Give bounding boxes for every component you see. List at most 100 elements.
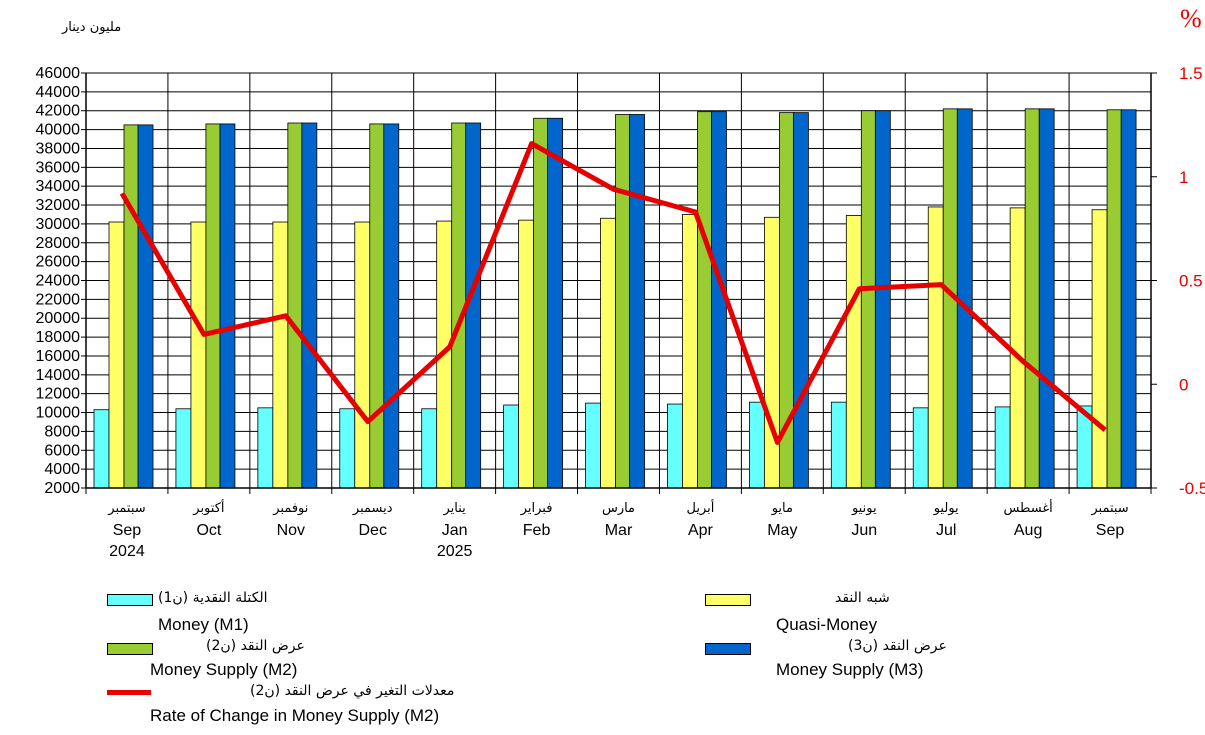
- bar: [369, 123, 386, 489]
- y-right-tick-label: 0.5: [1179, 272, 1203, 291]
- x-category-label-en: Apr: [688, 522, 714, 539]
- bar: [845, 215, 862, 489]
- bar: [1120, 109, 1137, 489]
- bar: [175, 408, 192, 489]
- bar: [994, 406, 1011, 489]
- x-category-label-en: Jul: [936, 522, 956, 539]
- y-left-tick-label: 46000: [36, 65, 81, 82]
- y-left-tick-label: 2000: [44, 480, 80, 497]
- bar: [600, 217, 616, 489]
- x-category-label-en: Oct: [196, 522, 221, 539]
- bar: [763, 216, 780, 489]
- x-category-label-ar: يناير: [443, 501, 467, 516]
- x-category-label-ar: مارس: [602, 501, 635, 516]
- legend-label-quasi-ar: شبه النقد: [835, 590, 890, 606]
- bar: [667, 403, 683, 489]
- bar: [93, 409, 110, 489]
- y-left-tick-label: 30000: [36, 216, 81, 233]
- x-category-label-en: May: [767, 522, 797, 539]
- y-left-tick-label: 16000: [36, 348, 81, 365]
- legend-swatch-m1: [107, 594, 153, 606]
- x-year-label: 2025: [437, 543, 473, 560]
- bar: [518, 219, 535, 489]
- bar: [421, 408, 438, 489]
- bar: [874, 110, 891, 489]
- bar: [912, 407, 929, 489]
- legend-label-rate-en: Rate of Change in Money Supply (M2): [150, 706, 440, 725]
- y-left-tick-label: 8000: [44, 423, 80, 440]
- legend-label-m1-en: Money (M1): [158, 615, 249, 634]
- bar: [1106, 109, 1123, 489]
- x-category-label-ar: سبتمبر: [107, 501, 145, 516]
- bar: [629, 114, 645, 489]
- y-right-tick-label: 0: [1179, 375, 1188, 394]
- x-category-label-en: Dec: [359, 522, 387, 539]
- y-left-tick-label: 38000: [36, 140, 81, 157]
- bar: [1038, 108, 1055, 489]
- bar: [860, 110, 877, 489]
- x-category-label-ar: أكتوبر: [192, 499, 224, 516]
- y-right-tick-label: -0.5: [1179, 479, 1205, 498]
- legend-label-m3-ar: عرض النقد (ن3): [848, 638, 947, 654]
- legend-swatch-quasi: [705, 594, 751, 606]
- x-category-label-ar: نوفمبر: [272, 501, 308, 516]
- bar: [585, 402, 601, 489]
- y-left-tick-label: 36000: [36, 159, 81, 176]
- legend-swatch-m3: [705, 643, 751, 655]
- x-category-label-en: Sep: [1096, 522, 1125, 539]
- y-left-tick-label: 6000: [44, 442, 80, 459]
- right-axis-unit-label: %: [1180, 4, 1202, 33]
- bar: [1091, 209, 1108, 489]
- bar: [1024, 108, 1041, 489]
- bar: [190, 221, 207, 489]
- y-left-tick-label: 20000: [36, 310, 81, 327]
- legend-label-m2-ar: عرض النقد (ن2): [206, 638, 305, 654]
- bar: [123, 124, 140, 489]
- x-category-label-en: Jun: [851, 522, 877, 539]
- y-left-tick-label: 18000: [36, 329, 81, 346]
- bar: [615, 114, 631, 489]
- y-left-tick-label: 40000: [36, 122, 81, 139]
- legend-label-m2-en: Money Supply (M2): [150, 660, 298, 679]
- x-category-label-ar: فبراير: [520, 501, 553, 516]
- bar: [354, 221, 371, 489]
- bar: [927, 206, 944, 489]
- x-category-label-en: Feb: [523, 522, 551, 539]
- x-category-label-ar: يوليو: [933, 501, 959, 516]
- x-category-label-en: Mar: [605, 522, 633, 539]
- bar: [682, 214, 698, 489]
- y-left-tick-label: 24000: [36, 273, 81, 290]
- y-left-tick-label: 42000: [36, 103, 81, 120]
- legend-label-rate-ar: معدلات التغير في عرض النقد (ن2): [250, 683, 455, 699]
- legend-label-m3-en: Money Supply (M3): [776, 660, 924, 679]
- x-category-label-ar: يونيو: [851, 501, 877, 516]
- bar: [287, 122, 304, 489]
- bar: [339, 408, 356, 489]
- x-year-label: 2024: [109, 543, 145, 560]
- bar: [108, 221, 125, 489]
- bar: [533, 117, 550, 489]
- legend-swatch-rate: [107, 690, 151, 695]
- bar: [830, 401, 847, 489]
- y-left-tick-label: 4000: [44, 461, 80, 478]
- y-left-tick-label: 10000: [36, 405, 81, 422]
- x-category-label-ar: أغسطس: [1003, 499, 1052, 516]
- x-category-label-en: Aug: [1014, 522, 1042, 539]
- y-left-tick-label: 44000: [36, 84, 81, 101]
- x-category-label-ar: مايو: [771, 501, 793, 516]
- y-left-tick-label: 28000: [36, 235, 81, 252]
- bar: [205, 123, 222, 489]
- bar: [792, 112, 809, 489]
- x-category-label-en: Jan: [442, 522, 468, 539]
- bar: [219, 123, 236, 489]
- x-category-label-ar: ديسمبر: [352, 501, 393, 516]
- y-left-tick-label: 32000: [36, 197, 81, 214]
- y-left-tick-label: 12000: [36, 386, 81, 403]
- y-right-tick-label: 1.5: [1179, 64, 1203, 83]
- bar: [748, 401, 765, 489]
- y-right-tick-label: 1: [1179, 168, 1188, 187]
- bar: [503, 404, 520, 489]
- x-category-label-en: Sep: [113, 522, 142, 539]
- legend-label-m1-ar: الكتلة النقدية (ن1): [158, 590, 268, 606]
